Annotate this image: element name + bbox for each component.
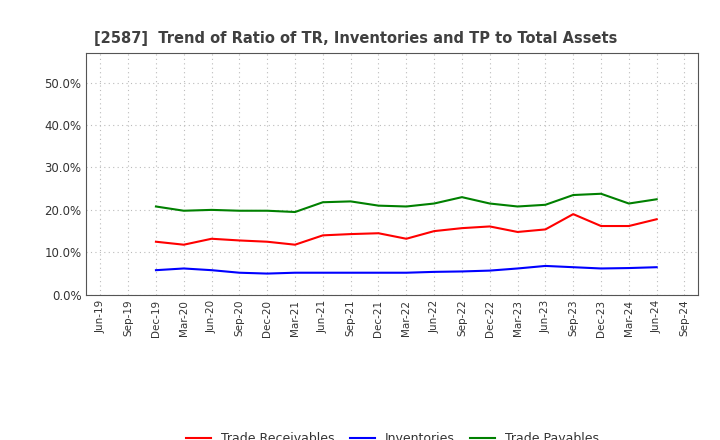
Trade Payables xyxy=(207,207,216,213)
Inventories xyxy=(458,269,467,274)
Trade Payables xyxy=(374,203,383,208)
Inventories xyxy=(152,268,161,273)
Trade Payables xyxy=(235,208,243,213)
Inventories xyxy=(569,264,577,270)
Trade Receivables xyxy=(291,242,300,247)
Text: [2587]  Trend of Ratio of TR, Inventories and TP to Total Assets: [2587] Trend of Ratio of TR, Inventories… xyxy=(94,31,617,46)
Trade Payables xyxy=(402,204,410,209)
Inventories xyxy=(624,265,633,271)
Trade Payables xyxy=(291,209,300,215)
Inventories xyxy=(374,270,383,275)
Trade Receivables xyxy=(652,216,661,222)
Inventories xyxy=(485,268,494,273)
Trade Payables xyxy=(179,208,188,213)
Trade Receivables xyxy=(179,242,188,247)
Inventories xyxy=(291,270,300,275)
Line: Trade Payables: Trade Payables xyxy=(156,194,657,212)
Inventories xyxy=(179,266,188,271)
Inventories xyxy=(513,266,522,271)
Trade Payables xyxy=(624,201,633,206)
Trade Receivables xyxy=(458,226,467,231)
Trade Payables xyxy=(430,201,438,206)
Inventories xyxy=(346,270,355,275)
Trade Receivables xyxy=(624,224,633,229)
Inventories xyxy=(541,263,550,268)
Trade Receivables xyxy=(569,212,577,217)
Inventories xyxy=(652,264,661,270)
Line: Inventories: Inventories xyxy=(156,266,657,274)
Trade Receivables xyxy=(152,239,161,244)
Trade Payables xyxy=(541,202,550,207)
Trade Receivables xyxy=(513,229,522,235)
Trade Payables xyxy=(458,194,467,200)
Trade Receivables xyxy=(318,233,327,238)
Trade Payables xyxy=(513,204,522,209)
Trade Receivables xyxy=(346,231,355,237)
Inventories xyxy=(263,271,271,276)
Inventories xyxy=(235,270,243,275)
Trade Receivables xyxy=(485,224,494,229)
Trade Receivables xyxy=(597,224,606,229)
Inventories xyxy=(318,270,327,275)
Trade Payables xyxy=(652,197,661,202)
Inventories xyxy=(402,270,410,275)
Legend: Trade Receivables, Inventories, Trade Payables: Trade Receivables, Inventories, Trade Pa… xyxy=(181,427,603,440)
Trade Receivables xyxy=(541,227,550,232)
Trade Receivables xyxy=(235,238,243,243)
Line: Trade Receivables: Trade Receivables xyxy=(156,214,657,245)
Inventories xyxy=(597,266,606,271)
Inventories xyxy=(430,269,438,275)
Trade Receivables xyxy=(402,236,410,242)
Trade Payables xyxy=(569,192,577,198)
Trade Payables xyxy=(318,200,327,205)
Trade Payables xyxy=(152,204,161,209)
Trade Payables xyxy=(485,201,494,206)
Trade Payables xyxy=(346,199,355,204)
Trade Receivables xyxy=(263,239,271,244)
Trade Payables xyxy=(263,208,271,213)
Trade Payables xyxy=(597,191,606,196)
Trade Receivables xyxy=(207,236,216,242)
Inventories xyxy=(207,268,216,273)
Trade Receivables xyxy=(374,231,383,236)
Trade Receivables xyxy=(430,228,438,234)
